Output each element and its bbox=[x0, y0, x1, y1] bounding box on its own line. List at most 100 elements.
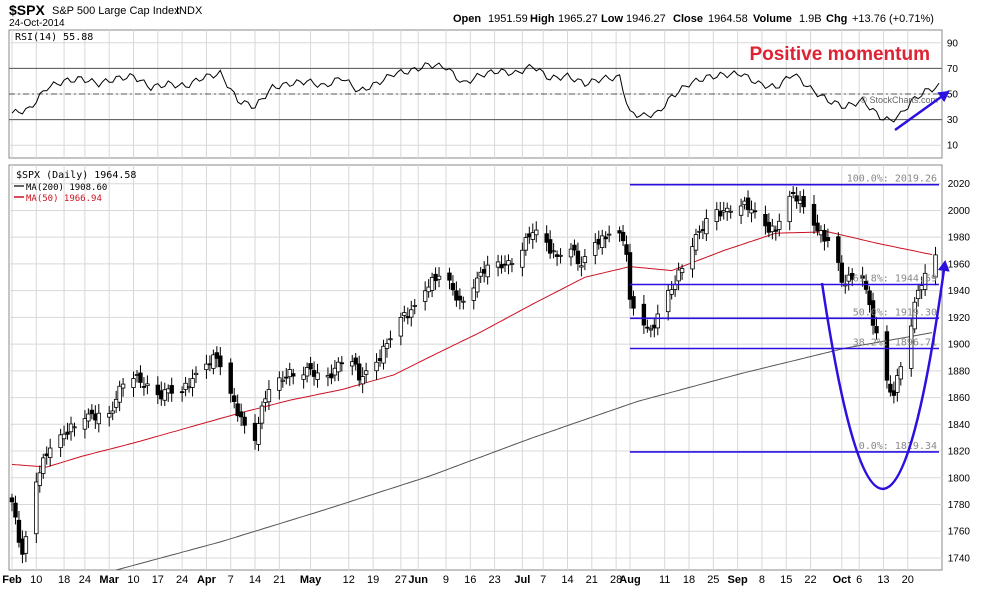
rsi-tick-label: 90 bbox=[947, 38, 959, 49]
price-tick-label: 1760 bbox=[948, 527, 971, 538]
candle-body bbox=[242, 416, 247, 426]
candle-body bbox=[41, 457, 46, 474]
x-tick-label: 23 bbox=[488, 574, 500, 586]
candle-body bbox=[825, 237, 831, 242]
ohlc-summary: Open 1951.59 High 1965.27 Low 1946.27 Cl… bbox=[453, 13, 934, 25]
candle-body bbox=[252, 422, 258, 441]
candle-body bbox=[179, 391, 185, 394]
candle-body bbox=[280, 379, 286, 382]
candle-body bbox=[697, 230, 702, 233]
candle-body bbox=[860, 275, 865, 279]
candle-body bbox=[884, 331, 890, 381]
candle-body bbox=[58, 434, 63, 449]
candle-body bbox=[315, 372, 320, 380]
x-tick-label: 10 bbox=[30, 574, 42, 586]
positive-momentum-annotation: Positive momentum bbox=[749, 44, 930, 65]
price-y-axis: 2020 2000 1980 1960 1940 1920 1900 1880 1860 1840… bbox=[948, 179, 971, 564]
x-tick-label: 15 bbox=[780, 574, 792, 586]
candle-body bbox=[568, 248, 574, 258]
candle-body bbox=[475, 277, 480, 293]
candle-body bbox=[145, 383, 150, 387]
candle-body bbox=[89, 409, 95, 415]
x-tick-label: May bbox=[300, 574, 322, 586]
candle-body bbox=[648, 328, 654, 331]
candle-body bbox=[763, 213, 768, 227]
candle-body bbox=[523, 237, 529, 251]
fib-label: 38.2%: 1896.71 bbox=[853, 338, 937, 349]
candle-body bbox=[520, 249, 525, 268]
candle-body bbox=[429, 277, 435, 291]
candle-body bbox=[704, 218, 709, 235]
candle-body bbox=[665, 290, 671, 313]
x-tick-label: 10 bbox=[127, 574, 139, 586]
candle-body bbox=[47, 447, 53, 459]
x-tick-label: Sep bbox=[728, 574, 748, 586]
candle-body bbox=[120, 383, 126, 389]
price-tick-label: 1820 bbox=[948, 447, 971, 458]
volume-value: 1.9B bbox=[799, 13, 822, 25]
candle-body bbox=[801, 195, 806, 208]
candle-body bbox=[499, 264, 504, 269]
candle-body bbox=[870, 300, 876, 326]
x-tick-label: 20 bbox=[902, 574, 914, 586]
watermark: © StockCharts.com bbox=[860, 95, 938, 105]
x-tick-label: 18 bbox=[58, 574, 70, 586]
candle-body bbox=[558, 254, 563, 257]
price-grid bbox=[9, 165, 942, 570]
candle-body bbox=[606, 233, 612, 236]
price-tick-label: 1980 bbox=[948, 233, 971, 244]
candle-body bbox=[773, 229, 779, 232]
fib-label: 100.0%: 2019.26 bbox=[847, 174, 937, 185]
candle-body bbox=[16, 519, 22, 543]
candle-body bbox=[291, 373, 296, 377]
candle-body bbox=[752, 210, 758, 213]
x-tick-label: 28 bbox=[610, 574, 622, 586]
candle-body bbox=[815, 222, 820, 232]
candle-body bbox=[909, 325, 914, 369]
price-tick-label: 1880 bbox=[948, 366, 971, 377]
x-tick-label: 27 bbox=[395, 574, 407, 586]
candle-body bbox=[693, 234, 699, 251]
x-tick-label: 17 bbox=[152, 574, 164, 586]
candle-body bbox=[9, 497, 15, 503]
candle-body bbox=[162, 389, 167, 401]
candle-body bbox=[787, 195, 792, 223]
x-tick-label: 11 bbox=[659, 574, 670, 586]
candle-body bbox=[409, 309, 414, 318]
chg-label: Chg bbox=[826, 13, 847, 25]
candle-body bbox=[818, 230, 824, 236]
candle-body bbox=[266, 389, 272, 403]
candle-body bbox=[214, 352, 220, 359]
candle-body bbox=[645, 326, 650, 329]
symbol: $SPX bbox=[9, 2, 45, 18]
candle-body bbox=[169, 385, 174, 394]
candle-body bbox=[377, 358, 383, 362]
candle-body bbox=[728, 210, 733, 213]
x-tick-label: 14 bbox=[249, 574, 261, 586]
candle-body bbox=[86, 413, 91, 422]
rsi-tick-label: 30 bbox=[947, 115, 959, 126]
candle-body bbox=[259, 405, 265, 424]
price-legend-main: $SPX (Daily) 1964.58 bbox=[16, 170, 136, 181]
x-tick-label: 7 bbox=[228, 574, 234, 586]
candle-body bbox=[874, 326, 879, 334]
candle-body bbox=[915, 289, 921, 300]
x-tick-label: 7 bbox=[540, 574, 546, 586]
candle-body bbox=[65, 431, 70, 435]
open-value: 1951.59 bbox=[488, 13, 528, 25]
candle-body bbox=[436, 275, 442, 280]
candle-body bbox=[353, 357, 358, 365]
x-tick-label: 25 bbox=[707, 574, 719, 586]
candle-body bbox=[551, 250, 556, 253]
price-tick-label: 1780 bbox=[948, 500, 971, 511]
candle-body bbox=[867, 290, 872, 306]
ma50-line bbox=[11, 231, 933, 468]
candle-body bbox=[426, 286, 431, 293]
candle-body bbox=[919, 285, 924, 291]
candle-body bbox=[284, 376, 289, 379]
candle-body bbox=[742, 200, 747, 206]
price-tick-label: 1900 bbox=[948, 340, 971, 351]
candle-body bbox=[159, 390, 164, 400]
candle-body bbox=[617, 230, 622, 234]
price-tick-label: 1740 bbox=[948, 553, 971, 564]
